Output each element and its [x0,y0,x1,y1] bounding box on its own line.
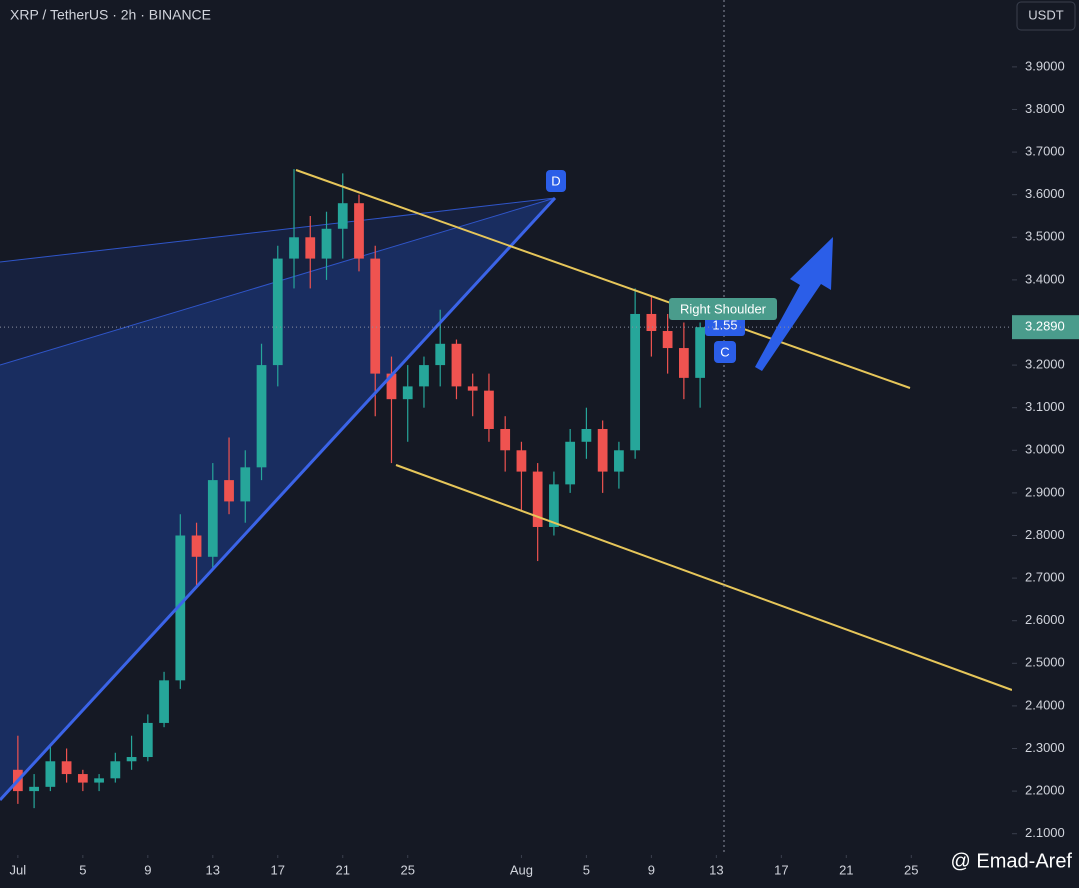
x-tick-label: 5 [79,862,86,877]
candle-body [467,386,478,391]
candle-body [126,757,137,762]
last-price-box [1012,315,1079,340]
candle-body [678,348,689,378]
x-tick-label: Aug [510,862,533,877]
candle-body [614,450,624,472]
candles [12,169,705,809]
candle-body [597,428,608,472]
candle-body [500,428,511,451]
y-tick-label: 2.2000 [1025,783,1065,798]
y-tick-label: 2.6000 [1025,612,1065,627]
y-tick-label: 2.4000 [1025,697,1065,712]
candle-body [386,373,397,400]
candle-body [142,722,153,758]
last-price-label: 3.2890 [1025,319,1065,334]
x-tick-label: 5 [583,862,590,877]
pattern-line [0,197,556,263]
candle-body [61,761,72,775]
x-tick-label: 25 [904,862,918,877]
chart-title: XRP / TetherUS · 2h · BINANCE [10,7,211,23]
candle-body [77,774,88,783]
y-tick-label: 2.3000 [1025,740,1065,755]
x-tick-label: 17 [774,862,788,877]
candle-body [435,343,446,366]
y-tick-label: 3.5000 [1025,229,1065,244]
candle-body [45,761,56,787]
watermark: @ Emad-Aref [951,850,1073,872]
candle-body [337,203,348,229]
candle-body [289,237,299,259]
point-badge [714,341,736,363]
y-tick-label: 2.8000 [1025,527,1065,542]
candle-body [272,258,283,366]
candle-body [305,237,316,259]
x-tick-label: 25 [400,862,414,877]
candle-body [532,471,543,527]
y-tick-label: 3.6000 [1025,186,1065,201]
candle-body [370,258,381,374]
ratio-label: 1.55 [712,317,737,332]
point-label: D [551,173,560,188]
y-tick-label: 3.1000 [1025,399,1065,414]
candle-body [191,535,202,557]
currency-box [1016,1,1076,31]
x-tick-label: 13 [206,862,220,877]
candle-body [646,313,657,332]
candle-body [321,228,332,259]
candle-body [354,203,364,259]
candle-body [581,428,592,442]
candle-body [175,535,186,681]
trend-line [0,196,557,802]
y-tick-label: 3.2000 [1025,357,1065,372]
x-tick-label: 9 [648,862,655,877]
price-axis [1012,0,1079,888]
channel-line [295,169,911,389]
candle-body [159,680,169,723]
candle-body [256,365,267,468]
candle-body [419,365,429,387]
candle-body [630,313,641,451]
candle-body [240,467,251,502]
candle-body [110,761,121,779]
pattern-label: Right Shoulder [680,301,767,316]
candle-body [516,450,527,472]
y-tick-label: 2.1000 [1025,825,1065,840]
y-tick-label: 3.0000 [1025,442,1065,457]
y-tick-label: 3.9000 [1025,58,1065,73]
arrow [755,237,833,371]
drawings: D 1.55 C Right Shoulder [0,0,1013,855]
candle-body [402,386,413,400]
candle-body [207,480,218,557]
y-tick-label: 2.5000 [1025,655,1065,670]
x-tick-label: 21 [839,862,853,877]
currency: USDT [1028,7,1063,22]
candle-body [224,480,234,502]
pattern-badge [669,298,777,320]
y-tick-label: 3.4000 [1025,271,1065,286]
x-tick-label: Jul [10,862,27,877]
candle-body [29,786,39,792]
x-tick-label: 13 [709,862,723,877]
candle-body [549,484,559,527]
point-badge [546,170,566,192]
x-tick-label: 17 [271,862,285,877]
y-tick-label: 3.8000 [1025,101,1065,116]
candle-body [662,331,673,349]
x-tick-label: 21 [336,862,350,877]
candle-body [565,441,576,485]
x-tick-label: 9 [144,862,151,877]
y-tick-label: 2.7000 [1025,570,1065,585]
channel-line [395,464,1013,691]
candle-body [94,778,104,783]
candle-body [451,343,462,387]
point-label: C [720,344,729,359]
y-tick-label: 2.9000 [1025,484,1065,499]
candle-body [695,327,705,378]
y-tick-label: 3.7000 [1025,144,1065,159]
candle-body [484,390,494,429]
